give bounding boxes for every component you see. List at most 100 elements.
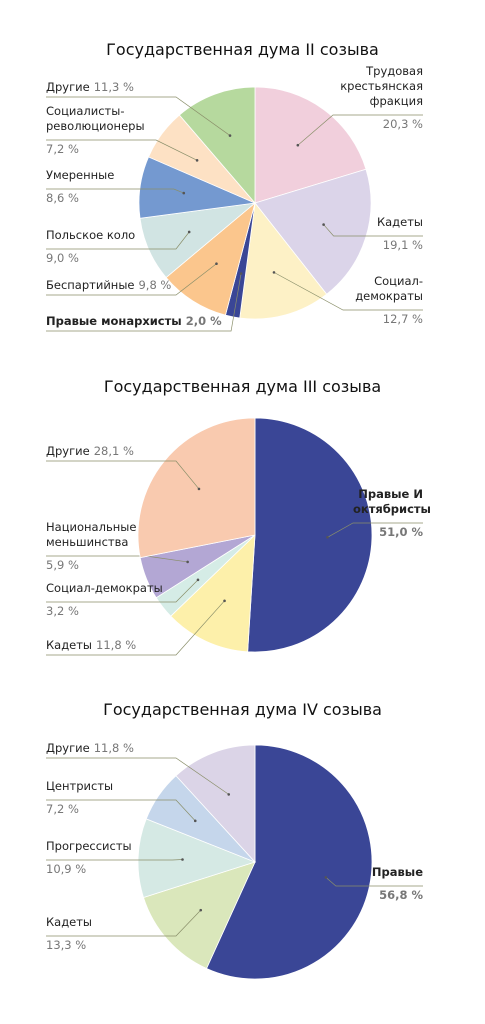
slice-name: Другие	[46, 444, 90, 458]
leader-line	[46, 263, 217, 296]
slice-name: Другие	[46, 80, 90, 94]
slice-value: 20,3 %	[382, 117, 423, 131]
leader-dot	[193, 819, 197, 823]
pie-slice	[239, 202, 328, 320]
slice-value: 7,2 %	[46, 802, 79, 816]
slice-name: Беспартийные	[46, 278, 135, 292]
slice-label: Трудовая крестьянская фракция 20,3 %	[333, 64, 423, 132]
slice-label: Другие 11,8 %	[46, 741, 176, 756]
pie-slice	[254, 168, 372, 295]
slice-label: Центристы 7,2 %	[46, 779, 176, 817]
slice-name: Социал-демократы	[46, 581, 163, 595]
slice-label: Польское коло 9,0 %	[46, 228, 176, 266]
pie-slice	[175, 744, 256, 864]
pie-slice	[137, 417, 256, 559]
slice-value: 3,2 %	[46, 604, 79, 618]
leader-dot	[187, 230, 191, 234]
leader-dot	[296, 143, 300, 147]
leader-dot	[186, 560, 189, 564]
leader-line	[297, 114, 423, 146]
slice-label: Социал-демократы 12,7 %	[343, 274, 423, 327]
slice-label: Кадеты 13,3 %	[46, 915, 176, 953]
pie-slice	[137, 818, 257, 898]
leader-dot	[228, 134, 232, 137]
slice-name: Кадеты	[376, 215, 423, 229]
slice-name: Трудовая крестьянская фракция	[340, 64, 423, 108]
leader-dot	[181, 858, 184, 861]
leader-dot	[227, 793, 231, 796]
leader-dot	[272, 271, 276, 274]
slice-label: Социал-демократы 3,2 %	[46, 581, 176, 619]
slice-label: Другие 11,3 %	[46, 80, 176, 95]
slice-name: Центристы	[46, 779, 114, 793]
leader-line	[46, 273, 242, 332]
slice-value: 11,8 %	[96, 638, 137, 652]
slice-name: Прогрессисты	[46, 839, 132, 853]
slice-label: Правые 56,8 %	[293, 865, 423, 903]
slice-label: Беспартийные 9,8 %	[46, 278, 176, 293]
slice-label: Прогрессисты 10,9 %	[46, 839, 176, 877]
slice-value: 12,7 %	[382, 312, 423, 326]
slice-label: Национальные меньшинства 5,9 %	[46, 520, 146, 573]
slice-label: Социалисты-революционеры 7,2 %	[46, 104, 156, 157]
leader-dot	[324, 876, 328, 879]
slice-value: 5,9 %	[46, 558, 79, 572]
pie-slice	[205, 744, 373, 980]
leader-line	[273, 272, 423, 311]
leader-line	[46, 757, 229, 795]
slice-name: Кадеты	[46, 638, 93, 652]
leader-dot	[195, 159, 199, 162]
slice-label: Другие 28,1 %	[46, 444, 176, 459]
slice-value: 2,0 %	[185, 314, 222, 328]
slice-value: 11,3 %	[93, 80, 134, 94]
leader-dot	[196, 578, 200, 582]
slice-label: Умеренные 8,6 %	[46, 168, 176, 206]
leader-dot	[182, 191, 186, 195]
slice-value: 9,8 %	[138, 278, 172, 292]
leader-dot	[199, 908, 203, 912]
chart-title: Государственная дума IV созыва	[103, 700, 382, 719]
leader-line	[46, 600, 225, 656]
slice-value: 11,8 %	[93, 741, 134, 755]
leader-line	[46, 799, 196, 822]
slice-value: 10,9 %	[46, 862, 87, 876]
slice-name: Правые	[371, 865, 423, 879]
leader-line	[46, 139, 198, 161]
pie-slice	[254, 86, 367, 204]
leader-dot	[215, 262, 218, 266]
chart-title: Государственная дума II созыва	[106, 40, 379, 59]
slice-value: 9,0 %	[46, 251, 79, 265]
pie-slice	[247, 417, 373, 653]
slice-name: Правые монархисты	[46, 314, 182, 328]
leader-line	[46, 460, 200, 490]
leader-line	[46, 231, 190, 250]
leader-dot	[197, 487, 201, 491]
slice-name: Национальные меньшинства	[46, 520, 137, 549]
slice-value: 28,1 %	[93, 444, 134, 458]
slice-label: Кадеты 11,8 %	[46, 638, 176, 653]
leader-dot	[322, 223, 325, 226]
slice-label: Кадеты 19,1 %	[293, 215, 423, 253]
leader-line	[46, 96, 231, 136]
slice-name: Польское коло	[46, 228, 136, 242]
slice-value: 7,2 %	[46, 142, 79, 156]
leader-line	[46, 909, 201, 937]
leader-line	[46, 859, 183, 861]
pie-slice	[178, 86, 256, 205]
leader-line	[323, 224, 423, 237]
leader-dot	[326, 535, 329, 539]
slice-value: 13,3 %	[46, 938, 87, 952]
slice-value: 19,1 %	[382, 238, 423, 252]
pie-slice	[170, 533, 256, 653]
leader-dot	[239, 272, 243, 275]
slice-label: Правые монархисты 2,0 %	[46, 314, 246, 329]
slice-value: 8,6 %	[46, 191, 79, 205]
slice-value: 51,0 %	[379, 525, 423, 539]
slice-value: 56,8 %	[379, 888, 423, 902]
slice-name: Правые И октябристы	[353, 487, 431, 516]
leader-line	[325, 877, 423, 887]
slice-name: Социал-демократы	[355, 274, 423, 303]
slice-name: Социалисты-революционеры	[46, 104, 145, 133]
